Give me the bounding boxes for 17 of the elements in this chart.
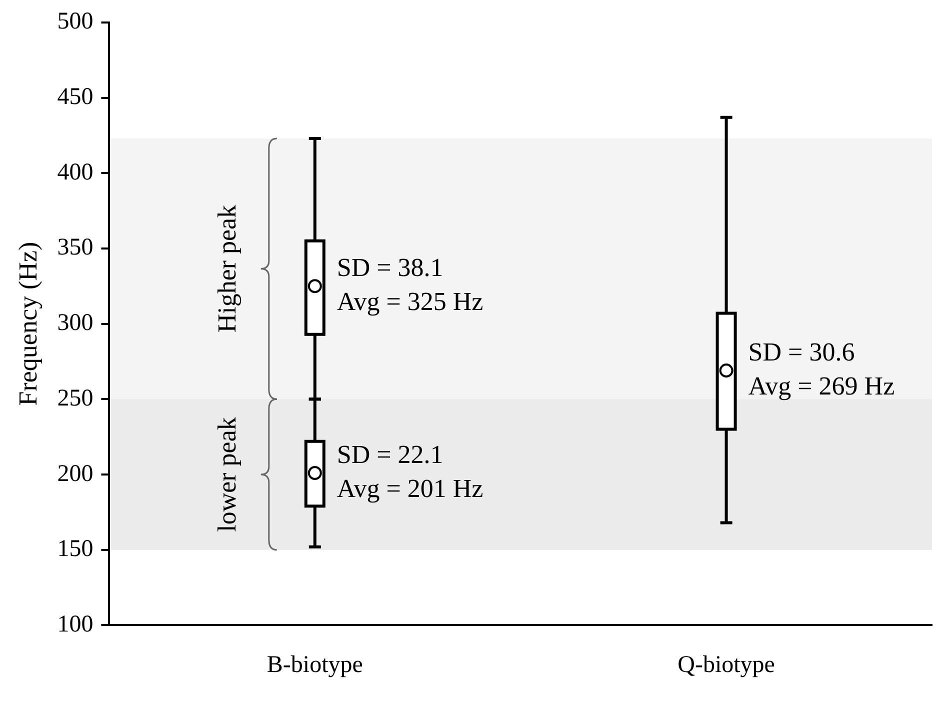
y-tick-label: 350 <box>57 234 94 261</box>
annotation: SD = 38.1 Avg = 325 Hz <box>336 252 484 316</box>
y-tick-label: 400 <box>57 159 94 186</box>
annotation: SD = 22.1 Avg = 201 Hz <box>336 440 484 503</box>
y-tick-label: 450 <box>57 84 94 110</box>
y-tick-label: 500 <box>57 8 94 35</box>
y-tick-label: 250 <box>57 385 94 412</box>
y-tick-label: 200 <box>57 460 94 487</box>
y-tick-label: 100 <box>57 611 94 638</box>
x-tick-label: B-biotype <box>266 652 363 678</box>
y-axis-title: Frequency (Hz) <box>13 242 42 406</box>
annotation: SD = 30.6 Avg = 269 Hz <box>748 337 895 400</box>
y-tick-label: 150 <box>57 536 94 562</box>
y-tick-label: 300 <box>57 310 94 336</box>
x-tick-label: Q-biotype <box>678 652 775 678</box>
band-label: lower peak <box>212 417 242 532</box>
band-label: Higher peak <box>212 204 242 333</box>
